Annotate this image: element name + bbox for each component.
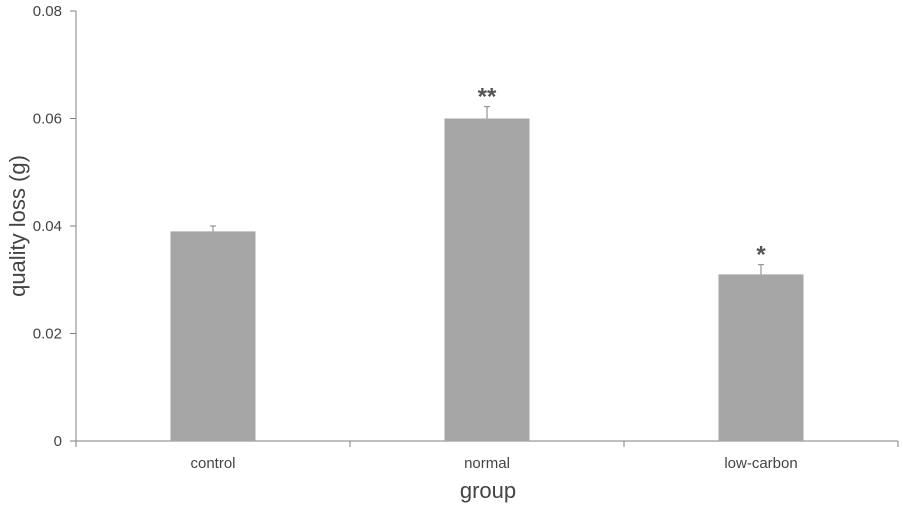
bar [170, 231, 256, 441]
y-tick-label: 0.02 [33, 326, 62, 343]
y-axis-label: quality loss (g) [5, 155, 30, 297]
significance-label: * [756, 242, 766, 269]
y-tick-label: 0.06 [33, 111, 62, 128]
y-tick-label: 0.08 [33, 3, 62, 20]
y-tick-label: 0 [54, 433, 62, 450]
significance-markers: *** [478, 84, 767, 269]
x-tick-label: normal [464, 455, 510, 472]
x-axis: control normal low-carbon [75, 440, 899, 472]
bars [170, 118, 804, 441]
x-tick-label: low-carbon [724, 455, 797, 472]
x-axis-label: group [460, 478, 516, 503]
x-tick-label: control [190, 455, 235, 472]
bar [444, 118, 530, 441]
significance-label: ** [478, 84, 497, 111]
y-tick-label: 0.04 [33, 218, 62, 235]
error-bars [210, 106, 764, 275]
bar [718, 274, 804, 441]
y-axis: 0 0.02 0.04 0.06 0.08 [33, 3, 77, 450]
